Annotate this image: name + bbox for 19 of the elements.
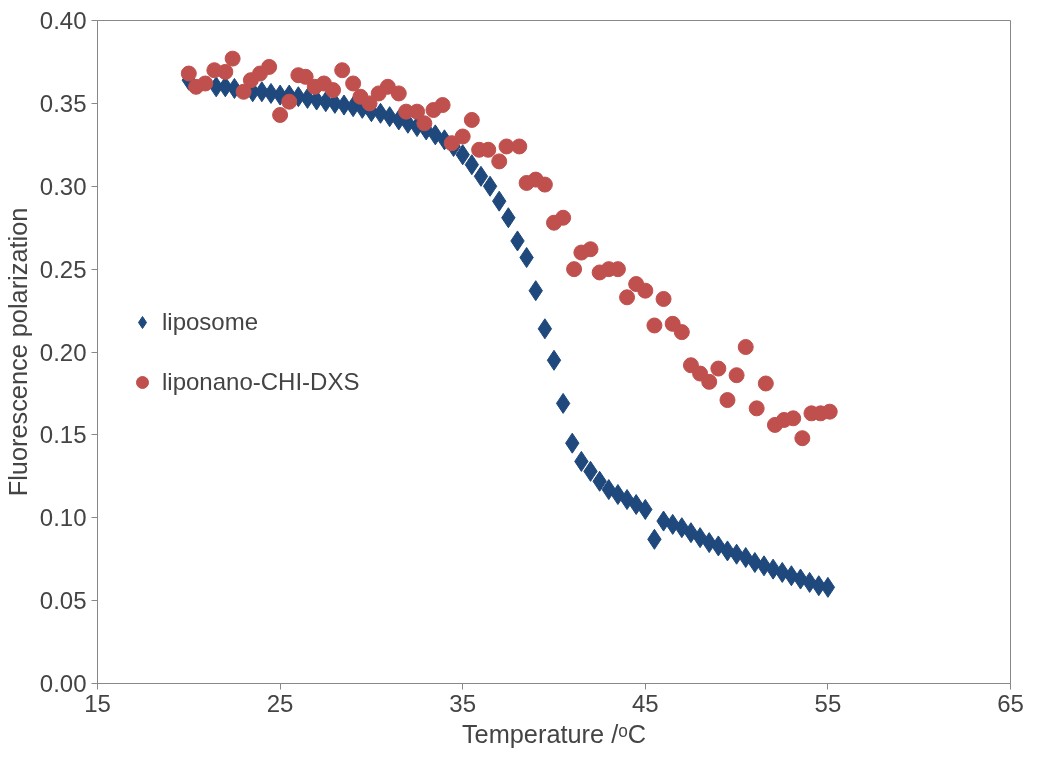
x-axis-title: Temperature /ᵒC xyxy=(461,719,647,748)
x-tick-label: 45 xyxy=(631,689,659,717)
x-tick-label: 35 xyxy=(449,689,477,717)
legend-label: liponano-CHI-DXS xyxy=(162,367,360,396)
y-tick-label: 0.40 xyxy=(39,7,87,34)
y-axis-title: Fluorescence polarization xyxy=(3,207,32,497)
x-tick-label: 15 xyxy=(84,689,111,717)
y-tick-label: 0.00 xyxy=(39,670,87,697)
y-tick-label: 0.20 xyxy=(39,338,87,366)
y-tick-label: 0.30 xyxy=(39,172,87,200)
x-tick-label: 55 xyxy=(814,689,842,717)
y-tick-label: 0.10 xyxy=(39,504,87,532)
legend-label: liposome xyxy=(162,307,259,336)
y-tick-label: 0.25 xyxy=(39,255,87,283)
y-tick-label: 0.05 xyxy=(39,587,87,615)
y-tick-label: 0.35 xyxy=(39,89,87,117)
y-tick-label: 0.15 xyxy=(39,421,87,449)
x-tick-label: 25 xyxy=(266,689,294,717)
x-tick-label: 65 xyxy=(997,689,1024,717)
